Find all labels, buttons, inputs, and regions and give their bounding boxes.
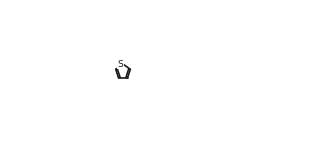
- Text: S: S: [117, 59, 123, 69]
